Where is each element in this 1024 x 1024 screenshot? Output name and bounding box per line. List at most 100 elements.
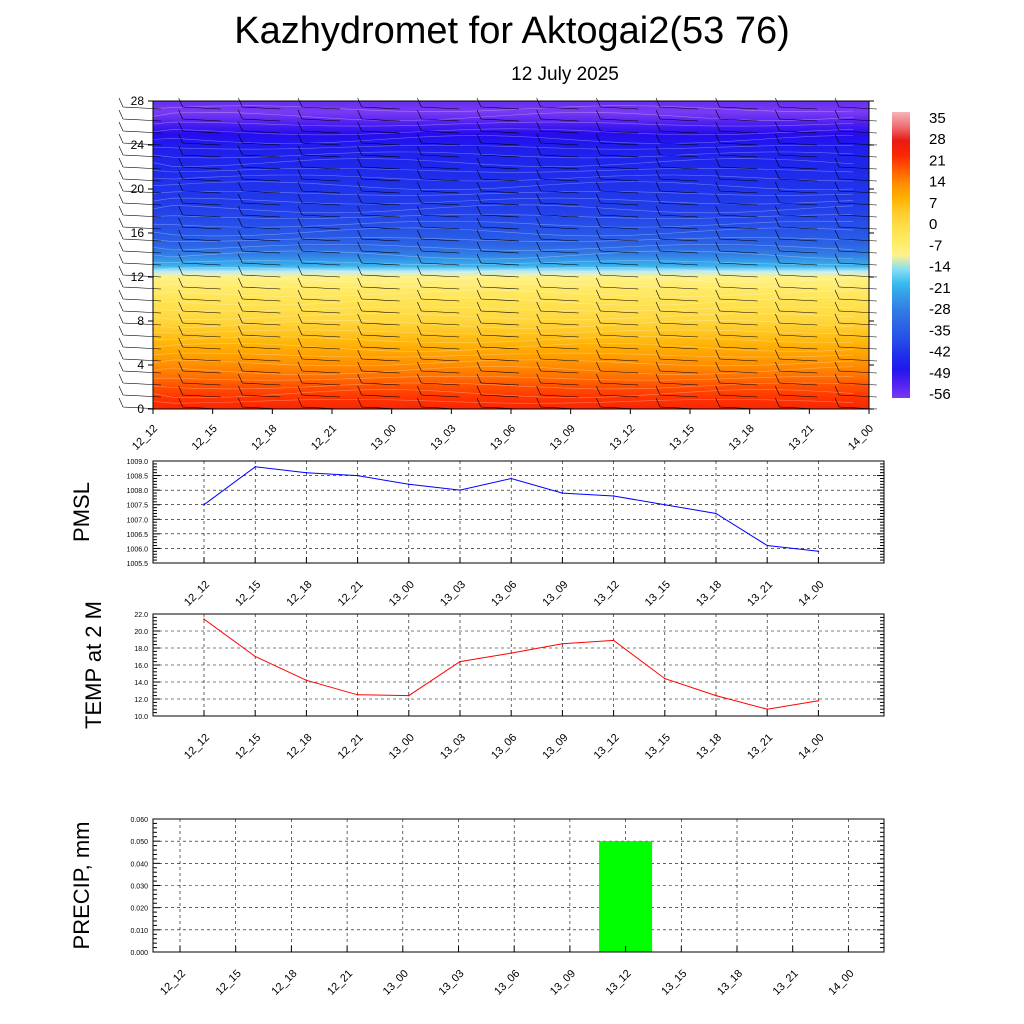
colorbar-label: -35 <box>929 322 951 339</box>
x-tick-label: 13_00 <box>369 423 399 453</box>
wind-barb-flag <box>417 241 422 252</box>
wind-barb-flag <box>834 253 840 264</box>
wind-barb-flag <box>655 385 661 396</box>
wind-barb-flag <box>297 109 303 120</box>
wind-barb <box>719 358 758 362</box>
data-point <box>715 694 717 697</box>
wind-barb <box>600 262 639 266</box>
wind-barb <box>540 154 579 158</box>
colorbar-label: 0 <box>929 216 937 233</box>
wind-barb <box>779 370 818 374</box>
wind-barb-flag <box>536 193 541 204</box>
colorbar-bar <box>892 112 910 398</box>
x-tick-label: 14_00 <box>796 579 826 609</box>
wind-barb-flag <box>715 145 720 156</box>
wind-barb <box>838 214 878 218</box>
wind-barb-flag <box>775 349 780 360</box>
wind-barb <box>421 106 460 110</box>
wind-barb <box>301 238 341 242</box>
bar <box>599 841 653 952</box>
wind-barb <box>719 238 758 242</box>
wind-barb <box>242 214 281 218</box>
wind-barb-flag <box>834 145 840 156</box>
wind-barb <box>838 166 878 170</box>
y-tick-label: 16 <box>131 226 145 240</box>
wind-barb-flag <box>297 241 303 252</box>
wind-barb <box>540 274 579 278</box>
wind-barb-flag <box>417 121 422 132</box>
wind-barb <box>779 154 818 158</box>
x-tick-label: 13_18 <box>694 732 724 762</box>
wind-barb <box>242 226 281 230</box>
wind-barb-flag <box>596 253 601 264</box>
y-axis-label: TEMP at 2 M <box>81 601 106 729</box>
wind-barb-flag <box>655 313 661 324</box>
wind-barb <box>182 370 221 374</box>
wind-barb <box>361 346 400 350</box>
contour-line <box>152 167 854 173</box>
wind-barb <box>719 250 758 254</box>
wind-barb-flag <box>834 229 840 240</box>
wind-barb <box>361 382 400 386</box>
wind-barb-flag <box>118 205 124 216</box>
x-tick-label: 13_00 <box>387 732 417 762</box>
wind-barb-flag <box>476 253 482 264</box>
wind-barb-flag <box>655 181 661 192</box>
wind-barb <box>182 190 221 194</box>
contour-line <box>152 121 854 127</box>
contour-line <box>152 144 854 150</box>
wind-barb-flag <box>178 97 183 108</box>
wind-barb-flag <box>118 109 124 120</box>
x-tick-label: 13_21 <box>771 968 801 998</box>
wind-barb <box>361 322 400 326</box>
wind-barb-flag <box>536 133 541 144</box>
y-tick-label: 1005.5 <box>127 561 149 568</box>
y-tick-label: 20.0 <box>134 629 148 636</box>
wind-barb-flag <box>536 373 541 384</box>
wind-barb <box>122 214 162 218</box>
wind-barb <box>361 274 400 278</box>
data-point <box>664 503 666 506</box>
wind-barb <box>779 358 818 362</box>
wind-barb <box>779 310 818 314</box>
wind-barb <box>540 262 579 266</box>
wind-barb-flag <box>536 217 541 228</box>
wind-barb <box>600 394 639 398</box>
wind-barb <box>242 142 281 146</box>
wind-barb-flag <box>118 313 124 324</box>
contour-line <box>152 375 854 381</box>
wind-barb <box>182 394 221 398</box>
x-tick-label: 12_18 <box>284 732 314 762</box>
wind-barb <box>480 250 520 254</box>
wind-barb-flag <box>238 289 243 300</box>
wind-barb <box>242 358 281 362</box>
wind-barb <box>361 226 400 230</box>
wind-barb <box>182 238 221 242</box>
contour-line <box>152 135 854 144</box>
wind-barb <box>122 178 162 182</box>
wind-barb <box>659 142 699 146</box>
wind-barb <box>242 310 281 314</box>
wind-barb-flag <box>238 277 243 288</box>
colorbar-label: 14 <box>929 174 946 191</box>
wind-barb-flag <box>596 361 601 372</box>
x-tick-label: 13_12 <box>607 423 637 453</box>
wind-barb-flag <box>238 253 243 264</box>
wind-barb-flag <box>536 289 541 300</box>
data-point <box>408 483 410 486</box>
wind-barb <box>480 334 520 338</box>
wind-barb <box>540 106 579 110</box>
wind-barb-flag <box>775 109 780 120</box>
wind-barb-flag <box>775 325 780 336</box>
wind-barb-flag <box>834 337 840 348</box>
wind-barb <box>659 322 699 326</box>
wind-barb-flag <box>417 193 422 204</box>
wind-barb-flag <box>536 337 541 348</box>
wind-barb <box>361 250 400 254</box>
wind-barb-flag <box>655 337 661 348</box>
wind-barb-flag <box>655 169 661 180</box>
wind-barb-flag <box>178 205 183 216</box>
wind-barb <box>301 178 341 182</box>
wind-barb-flag <box>536 181 541 192</box>
wind-barb-flag <box>178 229 183 240</box>
